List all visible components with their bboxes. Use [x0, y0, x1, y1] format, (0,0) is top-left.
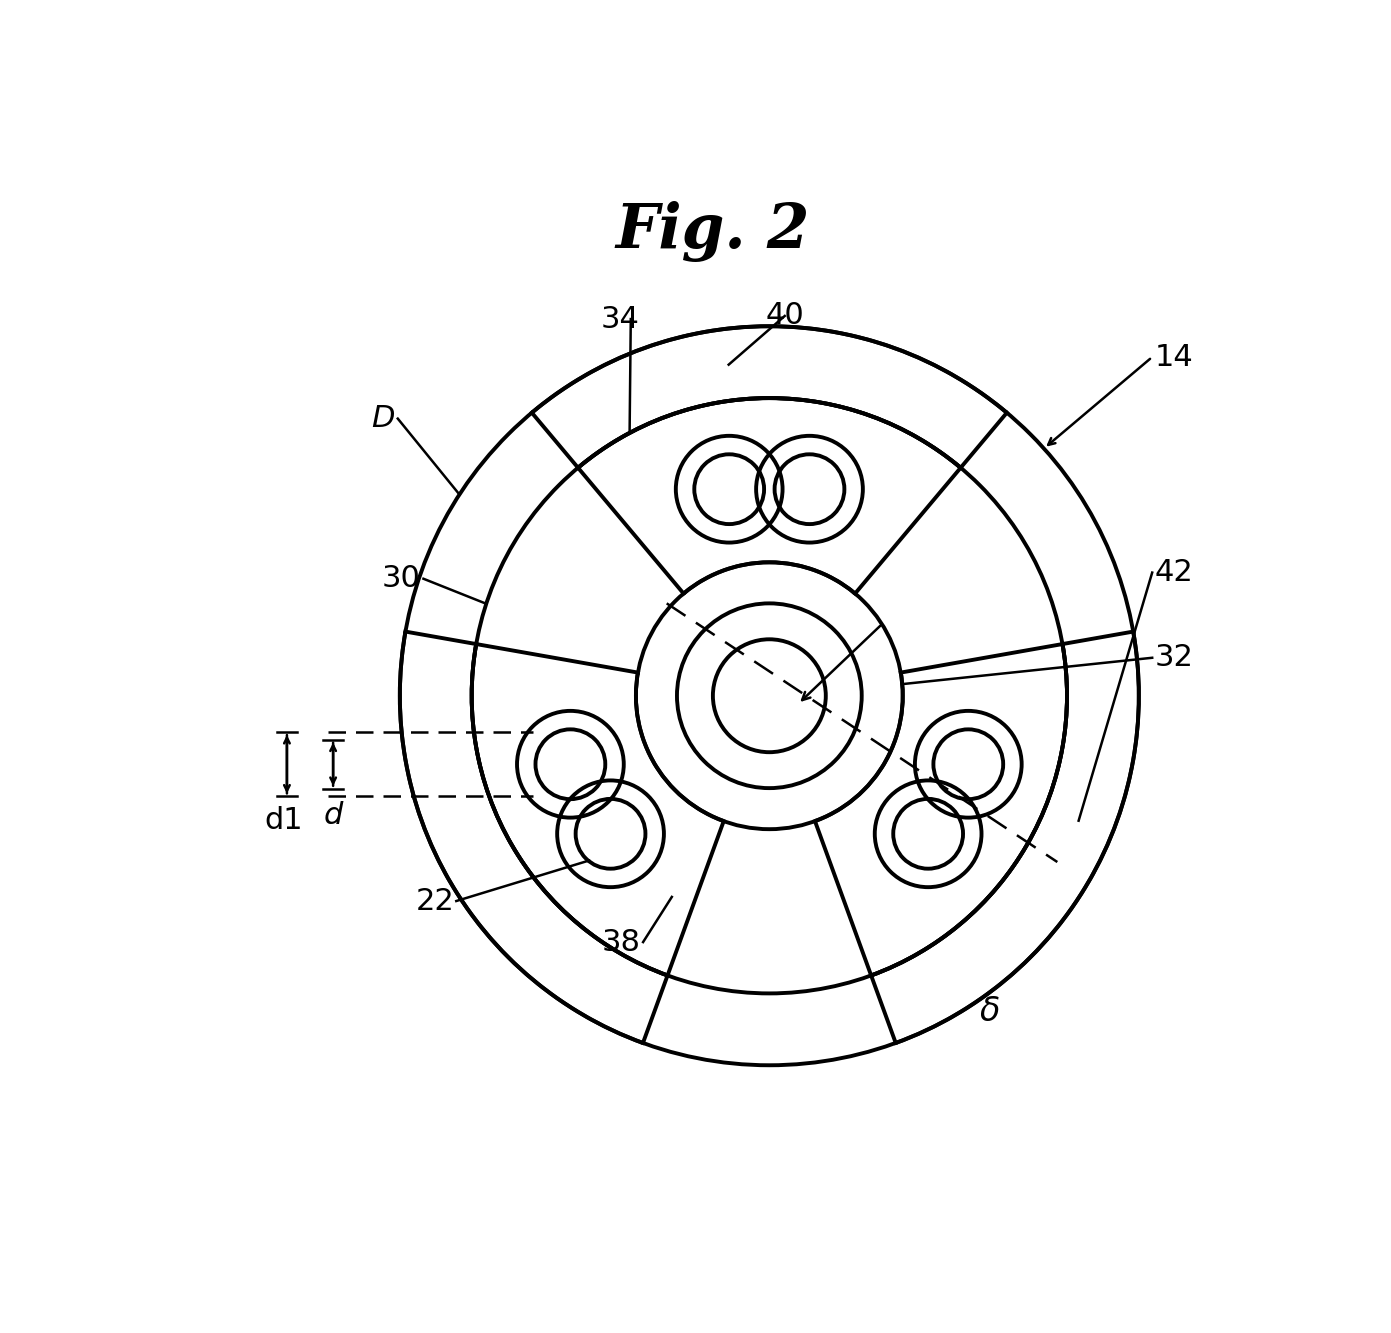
Text: 42: 42 — [1155, 559, 1193, 587]
Text: d1: d1 — [264, 806, 303, 836]
Text: 38: 38 — [602, 928, 641, 957]
Text: 40: 40 — [765, 301, 804, 331]
Text: 14: 14 — [1155, 343, 1193, 372]
Text: 32: 32 — [1155, 644, 1193, 672]
Text: δ: δ — [979, 996, 1000, 1028]
Text: Fig. 2: Fig. 2 — [616, 201, 810, 263]
Text: D: D — [371, 404, 395, 433]
Text: d: d — [324, 801, 342, 830]
Text: 22: 22 — [416, 886, 455, 916]
Text: 30: 30 — [381, 564, 420, 593]
Text: 34: 34 — [601, 304, 640, 333]
